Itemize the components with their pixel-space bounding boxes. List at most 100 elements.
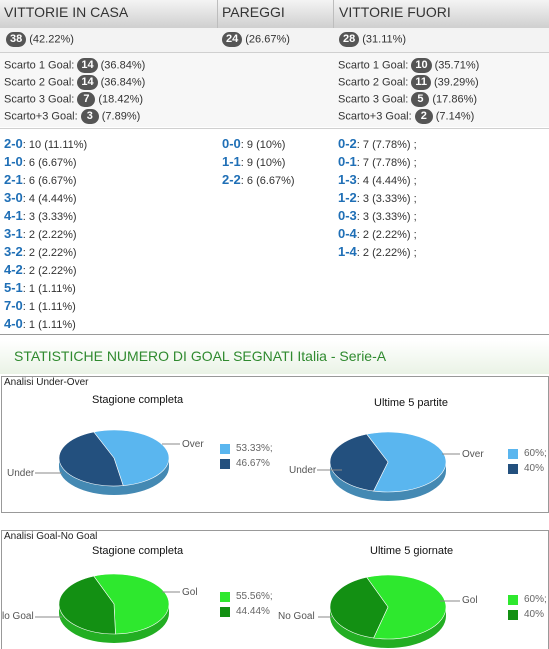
- chart-title-right: Ultime 5 partite: [374, 397, 448, 409]
- margin-label: Scarto 3 Goal:: [4, 93, 78, 106]
- margin-pct: (18.42%): [98, 93, 144, 106]
- score-label: 2-1: [4, 172, 23, 187]
- margin-pct: (7.89%): [101, 110, 141, 123]
- score-count: : 1 (1.11%): [22, 319, 76, 331]
- panel-title: Analisi Goal-No Goal: [4, 531, 98, 542]
- under-over-pies: [35, 429, 460, 501]
- goal-nogoal-panel: Analisi Goal-No Goal Stagione completa U…: [1, 530, 549, 649]
- score-label: 0-3: [338, 208, 357, 223]
- score-row: 1-1: 9 (10%): [222, 154, 295, 172]
- score-count: : 2 (2.22%) ;: [356, 247, 417, 259]
- score-row: 4-2: 2 (2.22%): [4, 262, 87, 280]
- margin-pct: (7.14%): [435, 110, 475, 123]
- margin-label: Scarto 1 Goal:: [4, 59, 78, 72]
- goal-nogoal-pies: [35, 573, 460, 648]
- score-row: 3-1: 2 (2.22%): [4, 226, 87, 244]
- score-label: 1-4: [338, 244, 357, 259]
- chart-title-left: Stagione completa: [92, 394, 184, 406]
- home-total: 38 (42.22%): [6, 32, 74, 47]
- away-total: 28 (31.11%): [339, 32, 406, 47]
- home-total-pct: (42.22%): [29, 33, 74, 46]
- score-label: 5-1: [4, 280, 23, 295]
- score-label: 3-1: [4, 226, 23, 241]
- legend-pct-under: 53.33%;: [236, 443, 273, 454]
- gol-label: Gol: [182, 587, 198, 598]
- score-count: : 9 (10%): [240, 139, 286, 151]
- header-divider: [217, 0, 218, 28]
- count-badge: 2: [414, 109, 433, 124]
- legend-pct-nogoal: 55.56%;: [236, 591, 273, 602]
- legend-pct-gol: 44.44%: [236, 606, 270, 617]
- score-row: 0-2: 7 (7.78%) ;: [338, 136, 417, 154]
- pie-slice-gol: [58, 575, 116, 635]
- margin-label: Scarto+3 Goal:: [4, 110, 81, 123]
- margin-pct: (36.84%): [100, 59, 146, 72]
- score-count: : 9 (10%): [240, 157, 286, 169]
- margin-label: Scarto+3 Goal:: [338, 110, 415, 123]
- draw-total: 24 (26.67%): [222, 32, 290, 47]
- score-label: 2-2: [222, 172, 241, 187]
- margin-pct: (35.71%): [434, 59, 480, 72]
- score-count: : 3 (3.33%): [22, 211, 77, 223]
- pie-slice-nogoal: [366, 574, 447, 640]
- score-label: 0-2: [338, 136, 357, 151]
- count-badge: 24: [222, 32, 243, 47]
- gol-label: Gol: [462, 595, 478, 606]
- score-row: 1-0: 6 (6.67%): [4, 154, 87, 172]
- score-label: 1-3: [338, 172, 357, 187]
- score-count: : 2 (2.22%): [22, 247, 77, 259]
- score-count: : 1 (1.11%): [22, 301, 76, 313]
- score-count: : 1 (1.11%): [22, 283, 76, 295]
- over-label: Over: [462, 449, 484, 460]
- score-label: 1-1: [222, 154, 241, 169]
- count-badge: 5: [411, 92, 430, 107]
- pie-slice-nogoal: [93, 573, 170, 635]
- score-label: 4-1: [4, 208, 23, 223]
- under-over-panel: Analisi Under-Over Stagione completa Ult…: [1, 376, 549, 513]
- margin-label: Scarto 3 Goal:: [338, 93, 412, 106]
- score-count: : 2 (2.22%): [22, 265, 77, 277]
- margin-label: Scarto 2 Goal:: [4, 76, 78, 89]
- count-badge: 28: [339, 32, 360, 47]
- header-away-wins: VITTORIE FUORI: [339, 4, 451, 20]
- score-label: 0-4: [338, 226, 357, 241]
- under-label: Under: [7, 468, 35, 479]
- score-label: 3-2: [4, 244, 23, 259]
- under-label: Under: [289, 465, 317, 476]
- count-badge: 11: [411, 75, 432, 90]
- legend-pct-nogoal: 60%;: [524, 594, 547, 605]
- draw-total-pct: (26.67%): [245, 33, 290, 46]
- margin-pct: (17.86%): [432, 93, 478, 106]
- score-row: 2-2: 6 (6.67%): [222, 172, 295, 190]
- score-row: 2-1: 6 (6.67%): [4, 172, 87, 190]
- legend-swatch-under: [508, 449, 518, 459]
- margin-row: Scarto+3 Goal: 3 (7.89%): [4, 109, 145, 126]
- count-badge: 10: [411, 58, 432, 73]
- margin-row: Scarto 3 Goal: 5 (17.86%): [338, 92, 479, 109]
- score-label: 2-0: [4, 136, 23, 151]
- count-badge: 38: [6, 32, 27, 47]
- goals-banner: STATISTICHE NUMERO DI GOAL SEGNATI Itali…: [0, 340, 549, 374]
- home-results-list: 2-0: 10 (11.11%) 1-0: 6 (6.67%) 2-1: 6 (6.…: [4, 136, 87, 334]
- stats-header: VITTORIE IN CASA PAREGGI VITTORIE FUORI: [0, 0, 549, 28]
- nogoal-label: No Goal: [278, 611, 315, 622]
- score-label: 4-2: [4, 262, 23, 277]
- legend-swatch-over: [220, 459, 230, 469]
- legend-pct-gol: 40%: [524, 609, 545, 620]
- pie-slice-gol: [329, 576, 389, 639]
- score-count: : 2 (2.22%): [22, 229, 77, 241]
- margin-row: Scarto 1 Goal: 14 (36.84%): [4, 58, 145, 75]
- chart-title-left: Stagione completa: [92, 545, 184, 557]
- pie-slice-under: [366, 431, 447, 493]
- count-badge: 3: [80, 109, 99, 124]
- score-row: 1-4: 2 (2.22%) ;: [338, 244, 417, 262]
- header-divider: [333, 0, 334, 28]
- score-row: 5-1: 1 (1.11%): [4, 280, 87, 298]
- score-count: : 7 (7.78%) ;: [356, 139, 417, 151]
- home-margins: Scarto 1 Goal: 14 (36.84%) Scarto 2 Goal: …: [4, 58, 145, 126]
- header-draws: PAREGGI: [222, 4, 285, 20]
- score-row: 7-0: 1 (1.11%): [4, 298, 87, 316]
- legend-swatch-nogoal: [220, 592, 230, 602]
- divider: [0, 334, 549, 335]
- score-count: : 3 (3.33%) ;: [356, 193, 417, 205]
